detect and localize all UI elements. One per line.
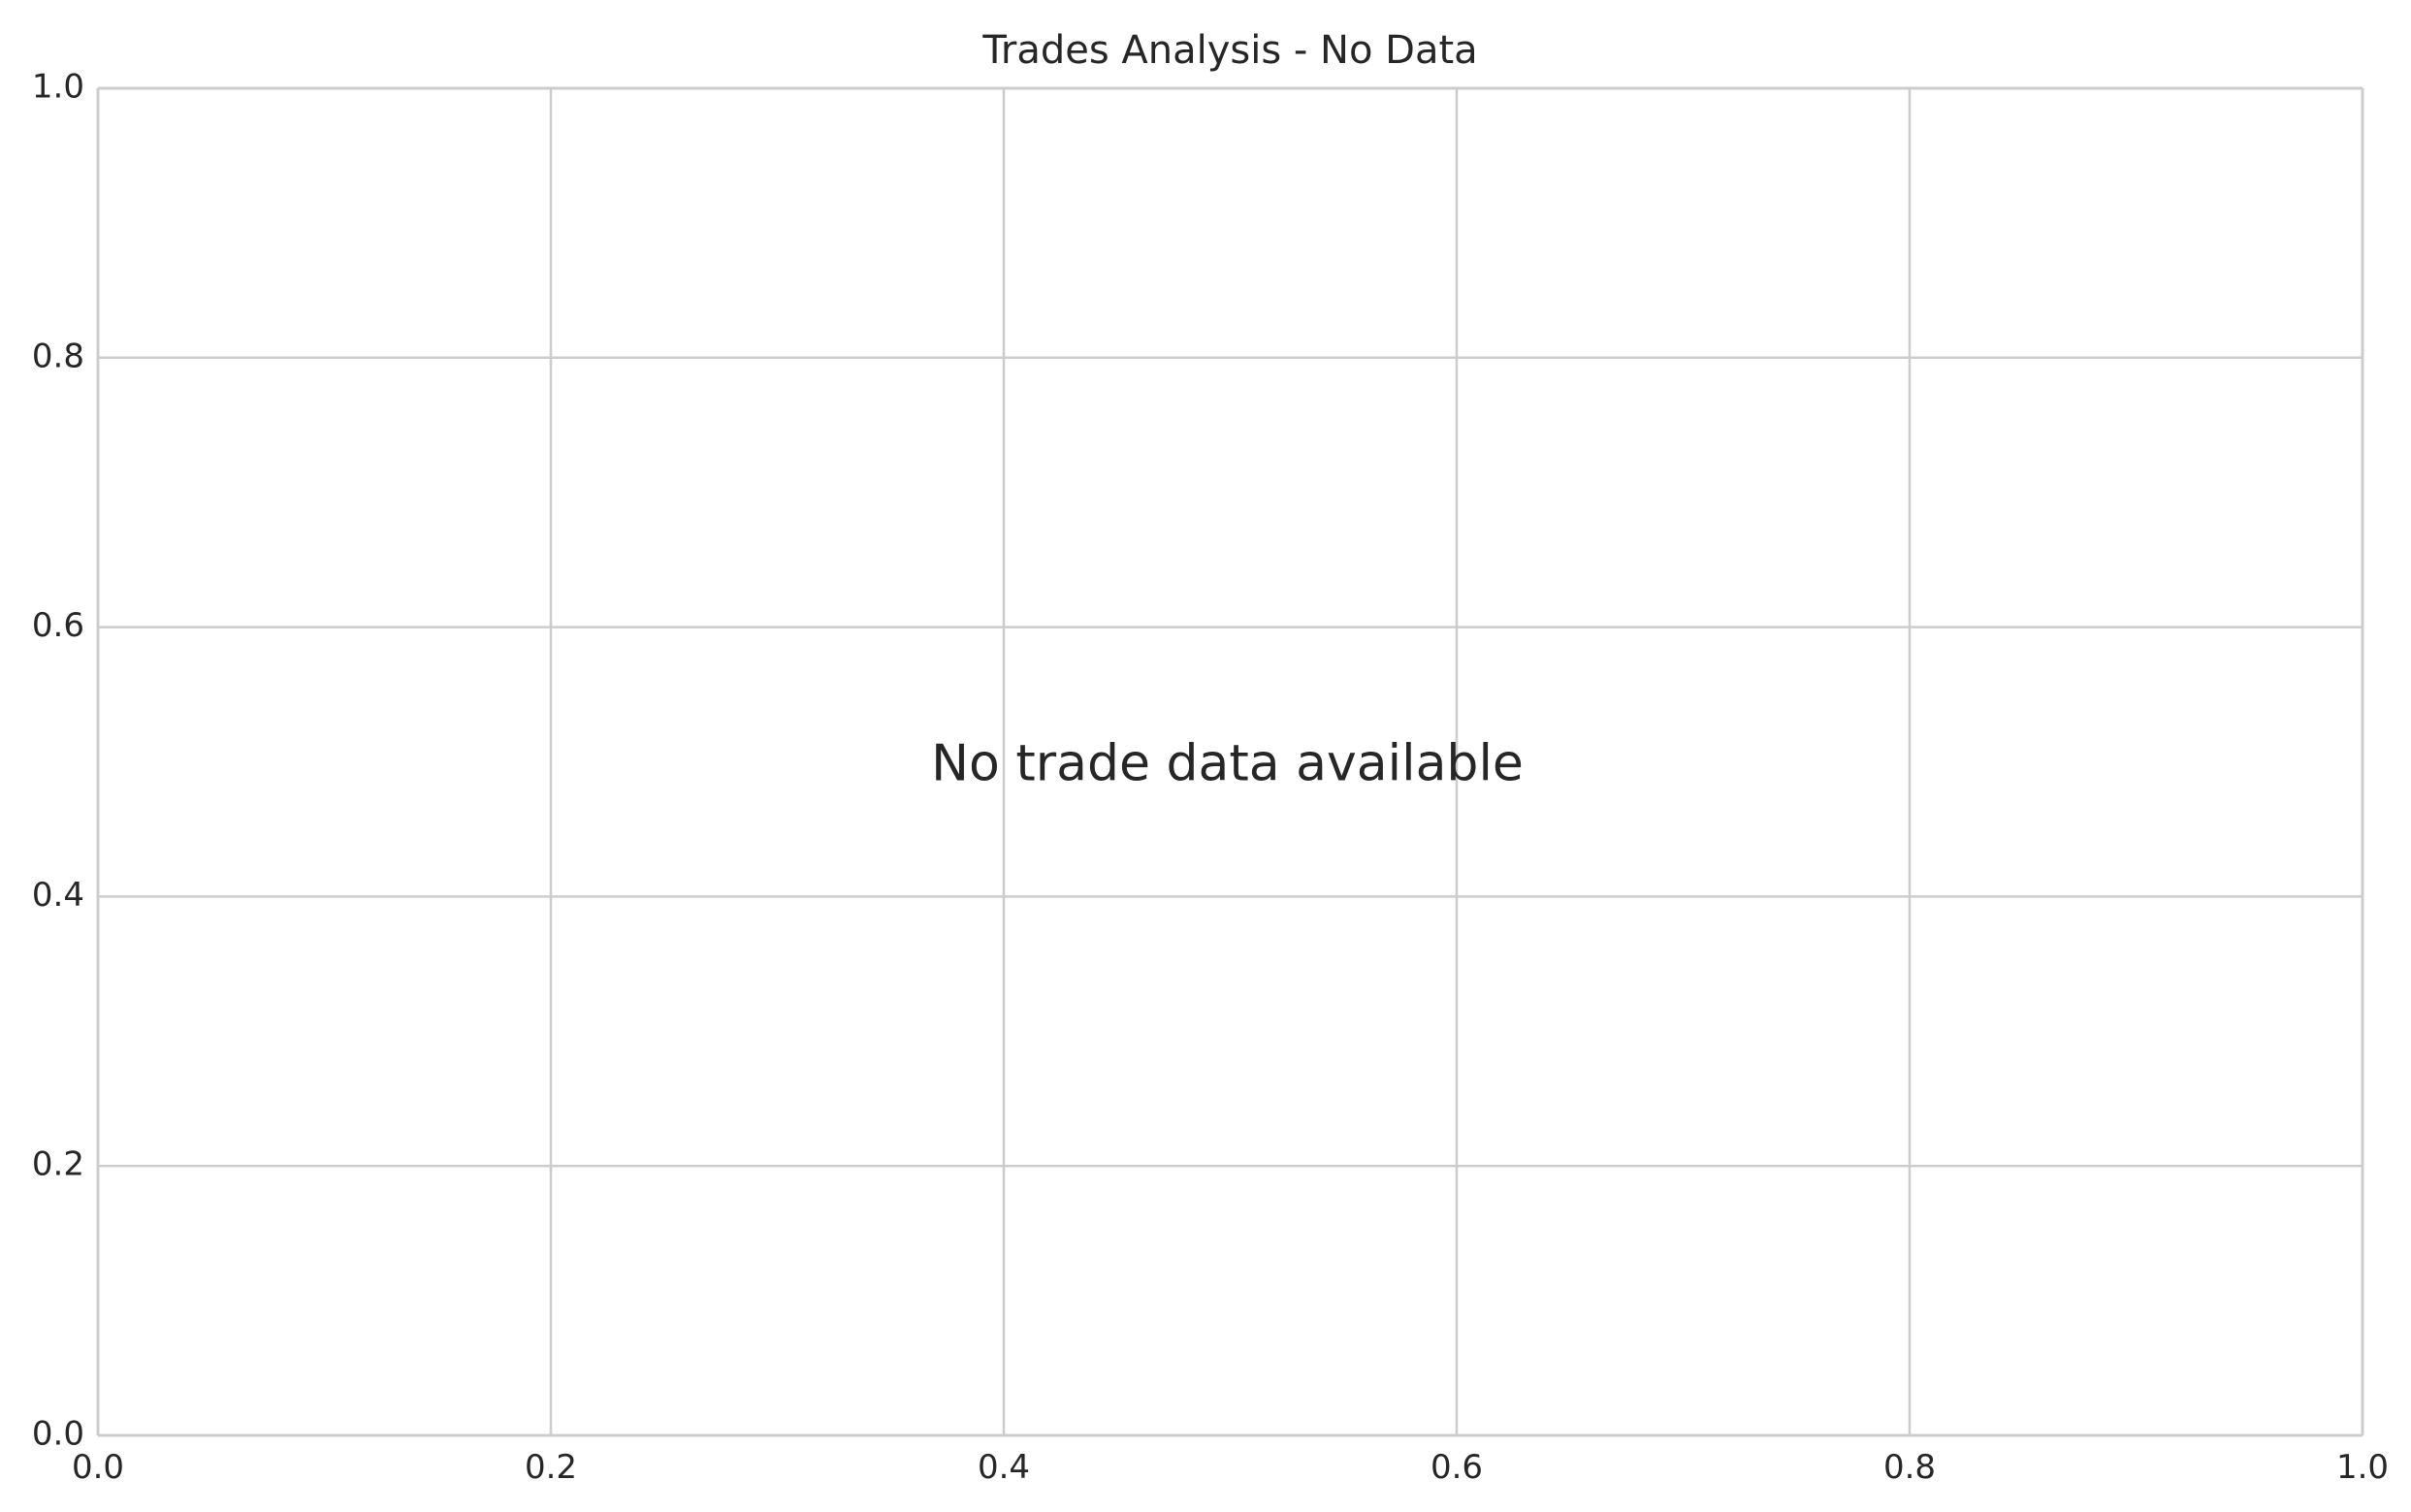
y-tick-label: 0.8: [32, 337, 84, 375]
tick-labels: 0.0 0.2 0.4 0.6 0.8 1.0 0.0 0.2 0.4 0.6 0.8 1.0: [32, 68, 2389, 1488]
y-tick-label: 0.4: [32, 876, 84, 915]
y-tick-label: 0.6: [32, 606, 84, 645]
y-tick-label: 1.0: [32, 68, 84, 107]
x-tick-label: 0.2: [525, 1448, 577, 1487]
x-tick-label: 1.0: [2336, 1448, 2389, 1487]
x-tick-label: 0.6: [1431, 1448, 1483, 1487]
y-tick-label: 0.2: [32, 1145, 84, 1184]
x-tick-label: 0.0: [72, 1448, 124, 1487]
x-tick-label: 0.8: [1883, 1448, 1936, 1487]
no-data-message: No trade data available: [931, 735, 1524, 793]
y-tick-label: 0.0: [32, 1415, 84, 1454]
x-tick-label: 0.4: [978, 1448, 1030, 1487]
axes-frame: [96, 86, 2364, 1437]
chart-title: Trades Analysis - No Data: [981, 28, 1477, 73]
